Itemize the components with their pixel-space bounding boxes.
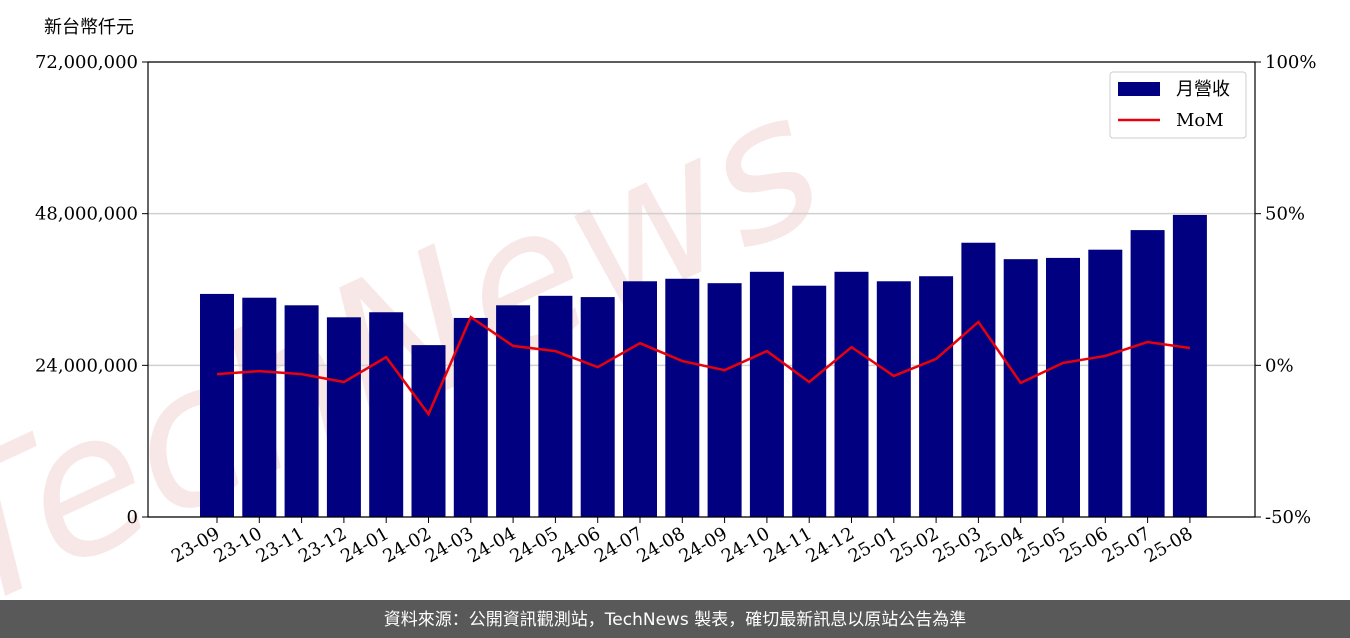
footer-bar [0, 600, 1350, 638]
bar [792, 285, 827, 517]
y-tick-label: 0 [127, 507, 138, 528]
bar [453, 317, 488, 517]
bar [707, 283, 742, 517]
bar [496, 305, 531, 517]
y-tick-label: 24,000,000 [35, 355, 138, 376]
bar [326, 317, 361, 517]
bar [1088, 249, 1123, 517]
bar [1130, 230, 1165, 517]
y-axis-label: 新台幣仟元 [44, 17, 134, 38]
bar [200, 293, 234, 517]
bar [665, 278, 700, 517]
y2-tick-label: -50% [1265, 507, 1311, 528]
y2-tick-label: 50% [1265, 204, 1305, 225]
mom-line [216, 315, 1191, 417]
bar [284, 305, 319, 517]
bar [834, 271, 869, 517]
y-tick-label: 48,000,000 [35, 204, 138, 225]
y2-tick-label: 100% [1265, 52, 1316, 73]
y-tick-label: 72,000,000 [35, 52, 138, 73]
bar [242, 297, 277, 517]
bar [538, 295, 573, 517]
x-tick-label: 25-08 [1141, 523, 1196, 567]
bar [369, 312, 404, 517]
bar [411, 345, 446, 517]
bar [1003, 259, 1038, 517]
bar [749, 271, 784, 517]
bar [919, 276, 954, 517]
footer: 資料來源：公開資訊觀測站，TechNews 製表，確切最新訊息以原站公告為準 [384, 610, 966, 630]
bar [580, 297, 615, 517]
bar [1046, 257, 1080, 517]
bar [876, 281, 911, 517]
bar [1172, 214, 1207, 518]
plot-frame [147, 61, 1256, 518]
bar [623, 281, 657, 517]
legend-label: 月營收 [1176, 79, 1230, 100]
legend-label: MoM [1176, 110, 1224, 131]
bar [961, 242, 996, 517]
legend-swatch [1118, 82, 1160, 96]
y2-tick-label: 0% [1265, 355, 1294, 376]
